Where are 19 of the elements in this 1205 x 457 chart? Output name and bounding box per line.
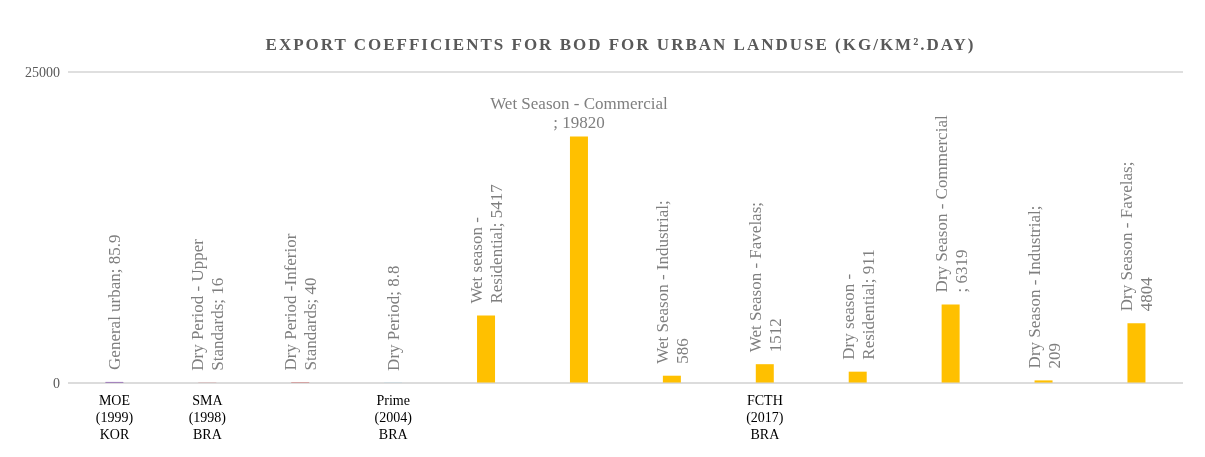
- data-label: Dry Period - Upper Standards; 16: [188, 238, 228, 371]
- data-label: Wet Season - Commercial ; 19820: [490, 94, 669, 133]
- data-label: Wet season - Residential; 5417: [467, 183, 507, 304]
- data-label: Dry Season - Commercial ; 6319: [931, 115, 971, 293]
- data-label: Dry Season - Industrial; 209: [1024, 205, 1064, 369]
- data-label: General urban; 85.9: [105, 234, 125, 370]
- data-label: Wet Season - Industrial; 586: [652, 200, 692, 364]
- data-label: Dry Period; 8.8: [384, 265, 404, 371]
- x-tick-label: Prime (2004) BRA: [374, 393, 413, 442]
- chart-title: EXPORT COEFFICIENTS FOR BOD FOR URBAN LANDUSE (KG/KM².DAY): [265, 35, 976, 54]
- x-tick-label: MOE (1999) KOR: [95, 393, 134, 442]
- x-tick-label: FCTH (2017) BRA: [746, 393, 784, 442]
- data-label: Wet Season - Favelas; 1512: [745, 202, 785, 353]
- x-tick-label: SMA (1998) BRA: [188, 393, 227, 442]
- data-label: Dry Period -Inferior Standards; 40: [281, 233, 321, 371]
- y-tick-label: 25000: [25, 64, 60, 80]
- data-label: Dry Season - Favelas; 4804: [1117, 161, 1157, 312]
- y-tick-label: 0: [53, 375, 60, 391]
- data-label: Dry season - Residential; 911: [838, 249, 878, 360]
